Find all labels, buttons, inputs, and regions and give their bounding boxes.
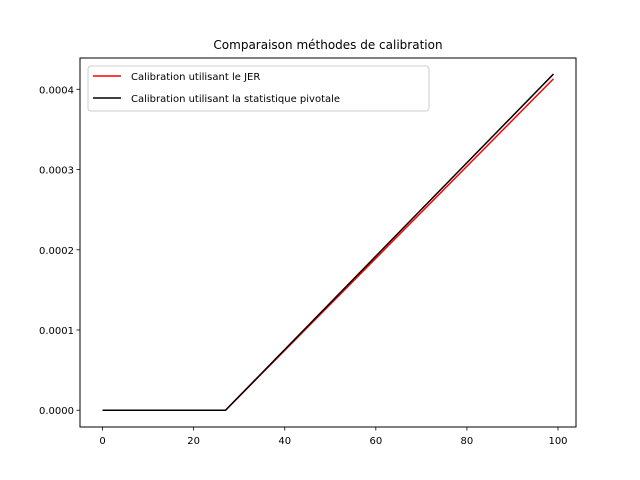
plot-area — [102, 73, 554, 411]
x-tick-label: 20 — [187, 436, 200, 447]
y-tick-label: 0.0003 — [39, 166, 74, 177]
legend-label-1: Calibration utilisant le JER — [131, 72, 260, 83]
x-tick-label: 0 — [99, 436, 105, 447]
x-tick-label: 100 — [548, 436, 567, 447]
y-tick-label: 0.0001 — [39, 326, 74, 337]
y-tick-label: 0.0000 — [39, 406, 74, 417]
y-tick-label: 0.0004 — [39, 85, 74, 96]
legend-box — [87, 65, 430, 112]
x-tick-label: 60 — [369, 436, 382, 447]
legend: Calibration utilisant le JER Calibration … — [87, 65, 430, 112]
series-line-2 — [102, 73, 554, 411]
x-axis: 0 20 40 60 80 100 — [99, 427, 568, 447]
y-axis: 0.0000 0.0001 0.0002 0.0003 0.0004 — [39, 85, 80, 417]
axes-frame — [79, 57, 577, 428]
x-tick-label: 80 — [461, 436, 474, 447]
x-tick-label: 40 — [278, 436, 291, 447]
legend-label-2: Calibration utilisant la statistique piv… — [131, 94, 340, 105]
chart-title: Comparaison méthodes de calibration — [213, 38, 442, 52]
y-tick-label: 0.0002 — [39, 246, 74, 257]
